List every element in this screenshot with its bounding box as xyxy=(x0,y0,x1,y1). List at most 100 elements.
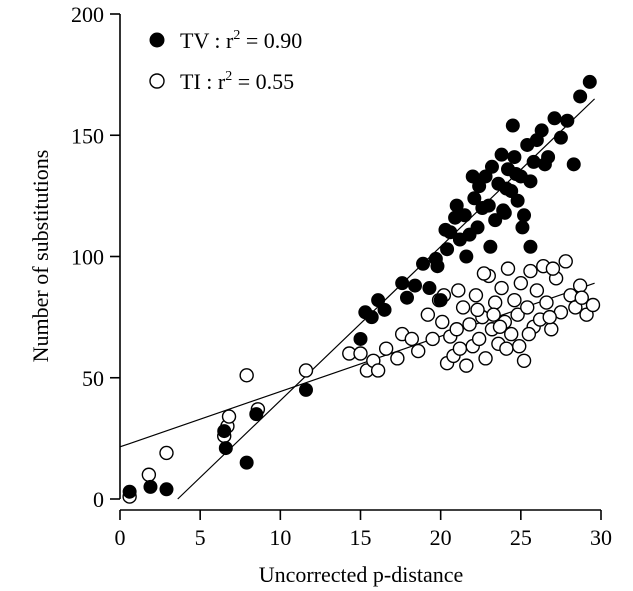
x-axis-label: Uncorrected p-distance xyxy=(259,562,464,587)
tv-point xyxy=(122,484,137,499)
tv-point xyxy=(507,150,522,165)
tv-point xyxy=(534,123,549,138)
tv-point xyxy=(510,193,525,208)
ti-point xyxy=(378,341,394,356)
ti-point xyxy=(471,331,487,347)
tv-point xyxy=(526,154,541,169)
ti-point xyxy=(523,263,538,279)
x-tick-label: 5 xyxy=(195,525,206,550)
ti-point xyxy=(470,302,485,318)
ti-point xyxy=(521,326,537,342)
ti-point xyxy=(425,331,440,347)
tv-point xyxy=(560,113,575,128)
ti-point xyxy=(544,322,559,337)
ti-point xyxy=(499,341,514,356)
ti-point xyxy=(558,254,573,269)
ti-point xyxy=(141,467,157,482)
tv-point xyxy=(159,482,174,497)
ti-point xyxy=(516,353,532,368)
ti-point xyxy=(520,300,535,315)
ti-point xyxy=(494,280,509,296)
tv-point xyxy=(515,220,530,235)
ti-point xyxy=(462,317,477,332)
ti-point xyxy=(435,314,450,330)
tv-point xyxy=(573,89,588,104)
ti-point xyxy=(545,261,561,276)
tv-point xyxy=(457,208,472,223)
tv-point xyxy=(523,174,538,189)
x-tick-label: 0 xyxy=(115,525,126,550)
ti-point xyxy=(449,322,464,337)
tv-point xyxy=(298,382,313,397)
ti-points xyxy=(122,254,601,504)
ti-point xyxy=(539,295,554,310)
ti-point xyxy=(492,319,508,335)
tv-point xyxy=(509,167,524,182)
ti-point xyxy=(510,307,525,322)
ti-point xyxy=(159,445,174,461)
x-tick-label: 30 xyxy=(590,525,612,550)
tv-point xyxy=(395,276,410,291)
x-tick-label: 15 xyxy=(350,525,372,550)
ti-point xyxy=(455,300,471,315)
tv-point xyxy=(218,441,233,456)
ti-point xyxy=(512,339,527,354)
tv-point xyxy=(430,259,445,274)
y-tick-label: 100 xyxy=(71,245,104,270)
ti-point xyxy=(298,363,314,378)
tv-point xyxy=(467,191,482,206)
ti-point xyxy=(542,309,557,325)
tv-point xyxy=(523,239,538,254)
tv-point xyxy=(449,198,464,213)
ti-point xyxy=(585,297,601,313)
tv-point xyxy=(484,159,499,174)
ti-point xyxy=(390,351,405,366)
tv-point xyxy=(547,111,562,126)
ti-point xyxy=(451,283,466,298)
ti-point xyxy=(500,261,516,276)
tv-point xyxy=(505,118,520,133)
tv-points xyxy=(122,74,597,499)
tv-point xyxy=(443,225,458,240)
tv-point xyxy=(422,281,437,296)
tv-point xyxy=(472,179,487,194)
tv-point xyxy=(217,424,232,439)
tv-point xyxy=(371,293,386,308)
fit-lines xyxy=(119,98,596,500)
ti-point xyxy=(221,409,237,424)
tv-point xyxy=(496,203,511,218)
ti-point xyxy=(411,343,426,359)
legend-label-tv: TV : r2 = 0.90 xyxy=(180,28,302,53)
tv-point xyxy=(353,331,368,346)
tv-point xyxy=(239,455,254,470)
ti-point xyxy=(468,288,484,303)
y-tick-label: 150 xyxy=(71,123,104,148)
y-tick-label: 50 xyxy=(82,366,104,391)
legend: TV : r2 = 0.90 TI : r2 = 0.55 xyxy=(149,28,302,94)
tv-point xyxy=(465,169,480,184)
y-ticks: 0 50 100 150 200 xyxy=(71,2,120,512)
tv-point xyxy=(143,479,158,494)
ti-point xyxy=(504,326,519,342)
ti-point xyxy=(420,307,436,322)
tv-point xyxy=(440,242,455,257)
tv-point xyxy=(537,157,552,172)
tv-point xyxy=(408,278,423,293)
ti-point xyxy=(487,295,503,310)
ti-point xyxy=(572,278,588,293)
ti-point xyxy=(353,346,368,361)
ti-point xyxy=(404,331,420,347)
tv-point xyxy=(494,147,509,162)
tv-point xyxy=(433,293,448,308)
tv-point xyxy=(499,181,514,196)
ti-point xyxy=(529,283,545,298)
y-tick-label: 200 xyxy=(71,2,104,27)
x-ticks: 0 5 10 15 20 25 30 xyxy=(115,510,612,550)
legend-marker-ti xyxy=(149,73,165,89)
x-tick-label: 25 xyxy=(510,525,532,550)
ti-point xyxy=(370,363,386,378)
ti-point xyxy=(459,358,474,373)
tv-point xyxy=(481,198,496,213)
tv-point xyxy=(488,213,503,228)
